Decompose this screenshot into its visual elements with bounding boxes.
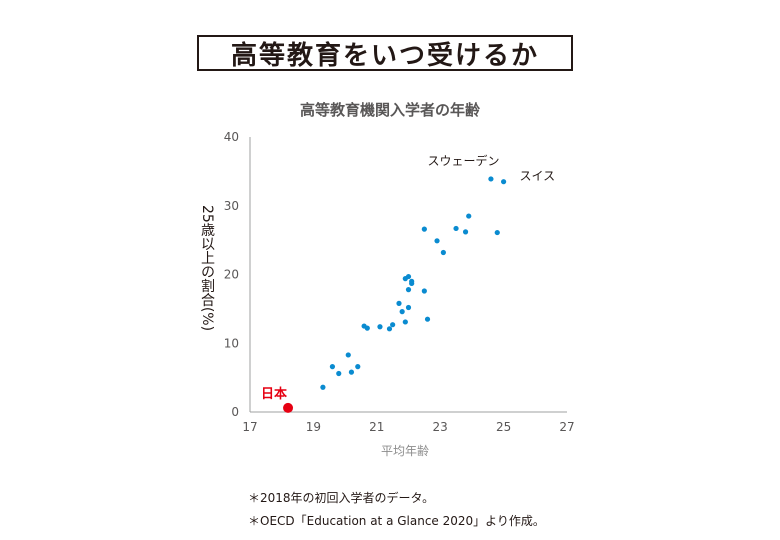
data-point	[386, 326, 393, 332]
country-annotation: スウェーデン	[428, 153, 500, 168]
data-point	[390, 322, 396, 328]
data-point	[440, 249, 446, 256]
data-points	[283, 176, 507, 413]
page-title: 高等教育をいつ受けるか	[197, 35, 573, 71]
data-point	[336, 370, 342, 377]
data-point	[345, 352, 351, 358]
x-tick-label: 27	[559, 420, 574, 434]
data-point	[399, 309, 405, 315]
y-axis-label: 25歳以上の割合(%)	[199, 205, 215, 332]
data-point	[402, 319, 408, 325]
data-point	[501, 179, 507, 185]
data-point	[396, 300, 402, 306]
y-tick-label: 40	[224, 130, 239, 144]
data-point	[409, 278, 415, 284]
data-point	[466, 213, 472, 219]
tick-labels: 17 19 21 23 25 27 0 10 20 30 40	[224, 130, 575, 434]
x-tick-label: 21	[369, 420, 384, 434]
chart-title: 高等教育機関入学者の年齢	[299, 101, 480, 119]
data-point	[488, 176, 494, 182]
data-point	[405, 273, 412, 280]
x-axis-label: 平均年齢	[381, 443, 429, 458]
data-point	[320, 384, 326, 390]
y-tick-label: 20	[224, 268, 239, 282]
data-point	[462, 229, 469, 235]
data-point	[405, 304, 412, 311]
axes	[249, 137, 567, 413]
highlight-label: 日本	[261, 386, 287, 402]
x-tick-label: 17	[242, 420, 257, 434]
data-point	[453, 225, 459, 232]
data-point	[421, 226, 427, 232]
y-tick-label: 30	[224, 199, 239, 213]
country-annotation: スイス	[519, 169, 555, 183]
y-tick-label: 10	[224, 336, 239, 350]
x-tick-label: 19	[306, 420, 321, 434]
y-tick-label: 0	[231, 405, 239, 419]
footnote: ＊OECD「Education at a Glance 2020」より作成。	[248, 514, 545, 528]
highlight-point-japan	[283, 402, 294, 413]
data-point	[364, 325, 370, 331]
footnotes: ＊2018年の初回入学者のデータ。 ＊OECD「Education at a G…	[248, 487, 545, 533]
data-point	[329, 364, 336, 370]
footnote: ＊2018年の初回入学者のデータ。	[248, 491, 435, 505]
x-tick-label: 23	[433, 420, 448, 434]
data-point	[424, 316, 431, 322]
data-point	[377, 324, 383, 330]
data-point	[405, 287, 412, 293]
x-tick-label: 25	[496, 420, 511, 434]
data-point	[494, 229, 500, 236]
data-point	[434, 238, 440, 244]
data-point	[421, 288, 427, 294]
data-point	[355, 364, 361, 370]
data-point	[348, 369, 355, 375]
